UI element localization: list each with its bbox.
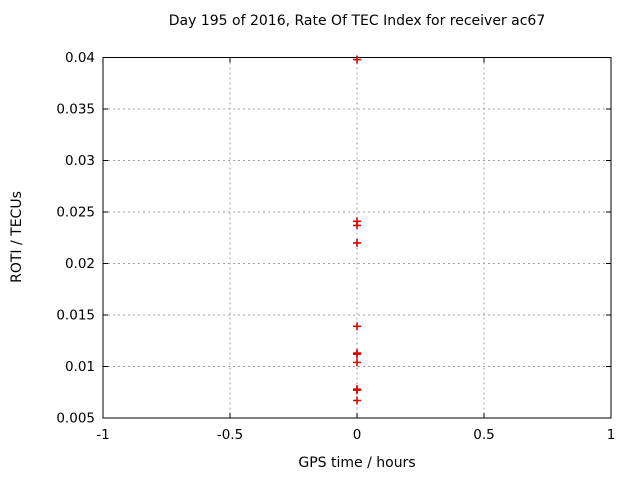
y-tick-label: 0.04 <box>65 50 95 66</box>
y-tick-label: 0.03 <box>65 153 95 169</box>
data-point-marker <box>353 396 361 405</box>
x-tick-label: 1 <box>607 427 616 443</box>
x-tick-label: 0.5 <box>473 427 494 443</box>
y-tick-label: 0.01 <box>65 359 95 375</box>
y-tick-label: 0.025 <box>56 205 95 221</box>
y-axis-label-text: ROTI / TECUs <box>9 191 25 283</box>
data-point-marker <box>353 350 361 359</box>
data-point-marker <box>353 238 361 247</box>
x-tick-label: -1 <box>96 427 109 443</box>
data-point-marker <box>353 221 361 230</box>
data-point-marker <box>353 55 361 64</box>
y-tick-label: 0.035 <box>56 102 95 118</box>
y-tick-label: 0.02 <box>65 256 95 272</box>
data-point-marker <box>353 386 361 395</box>
y-tick-label: 0.015 <box>56 308 95 324</box>
y-tick-label: 0.005 <box>56 411 95 427</box>
chart-title: Day 195 of 2016, Rate Of TEC Index for r… <box>168 13 546 29</box>
x-tick-label: 0 <box>353 427 362 443</box>
data-point-marker <box>353 322 361 331</box>
data-point-marker <box>353 358 361 367</box>
x-axis-label: GPS time / hours <box>298 455 416 471</box>
x-tick-label: -0.5 <box>217 427 243 443</box>
